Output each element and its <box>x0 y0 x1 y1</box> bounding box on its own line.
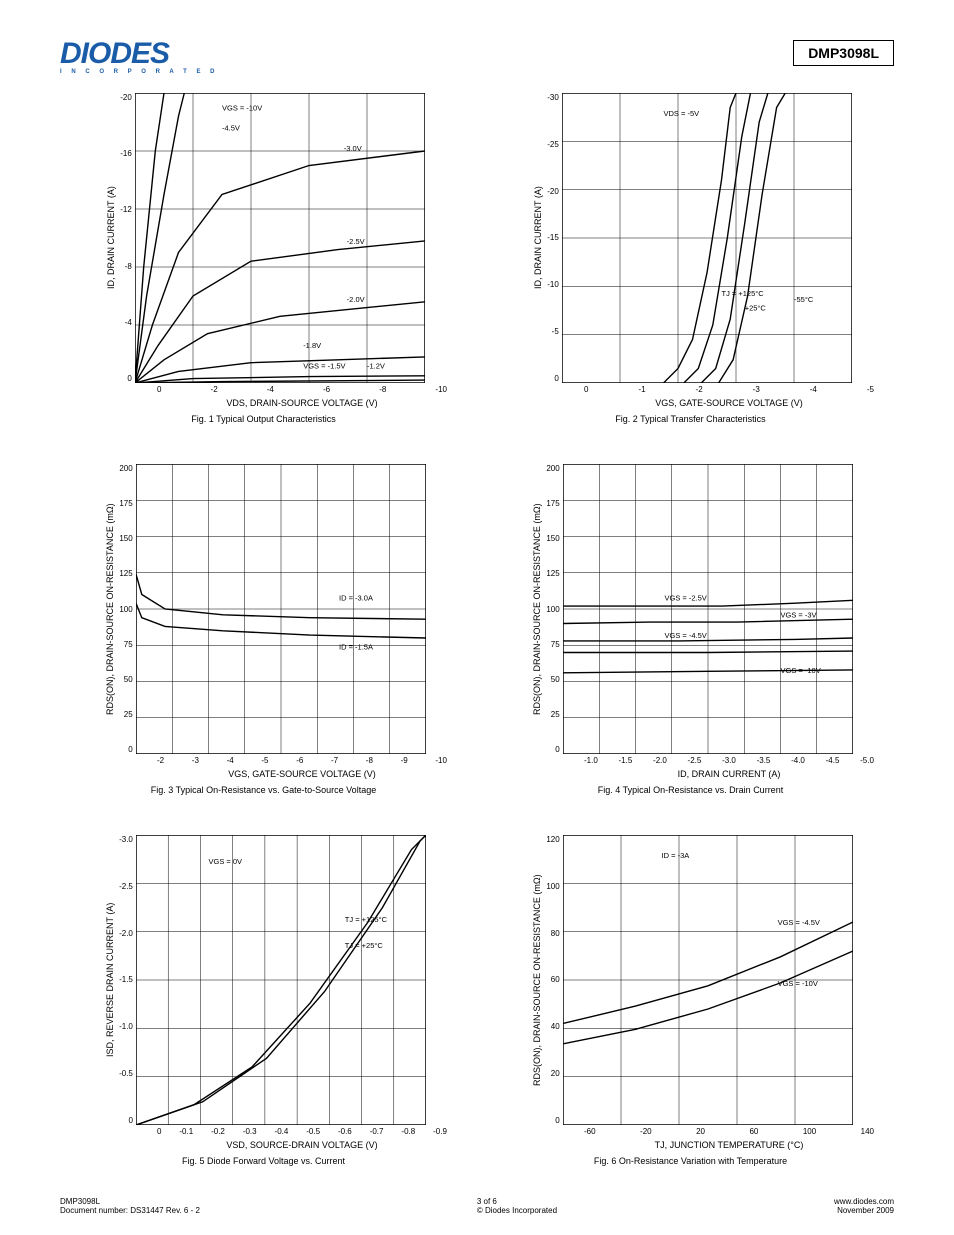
footer-left: DMP3098L Document number: DS31447 Rev. 6… <box>60 1197 200 1215</box>
figure-caption: Fig. 2 Typical Transfer Characteristics <box>615 414 765 424</box>
logo-text: DIODES <box>60 40 218 67</box>
svg-text:VDS = -5V: VDS = -5V <box>663 109 699 118</box>
svg-text:VGS = -3V: VGS = -3V <box>780 611 816 620</box>
x-axis-ticks: -2-3-4-5-6-7-8-9-10 <box>157 756 447 765</box>
y-axis-label: ISD, REVERSE DRAIN CURRENT (A) <box>101 835 119 1125</box>
page-counter: 3 of 6 <box>477 1197 497 1206</box>
svg-text:-2.5V: -2.5V <box>346 237 364 246</box>
svg-text:-1.2V: -1.2V <box>367 362 385 371</box>
y-axis-label: RDS(ON), DRAIN-SOURCE ON-RESISTANCE (mΩ) <box>101 464 119 754</box>
chart-fig1: ID, DRAIN CURRENT (A)-20-16-12-8-40VGS =… <box>80 93 447 424</box>
y-axis-ticks: -3.0-2.5-2.0-1.5-1.0-0.50 <box>119 835 136 1125</box>
company-logo: DIODES I N C O R P O R A T E D <box>60 40 218 75</box>
y-axis-ticks: 2001751501251007550250 <box>119 464 135 754</box>
svg-text:-55°C: -55°C <box>794 295 814 304</box>
svg-text:VGS = -10V: VGS = -10V <box>222 103 262 112</box>
y-axis-ticks: -20-16-12-8-40 <box>120 93 135 383</box>
svg-text:VGS = -10V: VGS = -10V <box>780 666 820 675</box>
svg-text:TJ = +125°C: TJ = +125°C <box>345 915 388 924</box>
footer-date: November 2009 <box>834 1206 894 1215</box>
logo-subtext: I N C O R P O R A T E D <box>60 69 218 75</box>
svg-text:TJ = +25°C: TJ = +25°C <box>345 941 384 950</box>
page-footer: DMP3098L Document number: DS31447 Rev. 6… <box>60 1197 894 1215</box>
svg-text:VGS = -4.5V: VGS = -4.5V <box>777 918 819 927</box>
x-axis-label: VDS, DRAIN-SOURCE VOLTAGE (V) <box>157 398 447 408</box>
figure-caption: Fig. 3 Typical On-Resistance vs. Gate-to… <box>151 785 376 795</box>
svg-text:-2.0V: -2.0V <box>346 295 364 304</box>
y-axis-label: ID, DRAIN CURRENT (A) <box>529 93 547 383</box>
svg-text:TJ = +125°C: TJ = +125°C <box>721 289 764 298</box>
svg-text:ID = -1.5A: ID = -1.5A <box>339 643 373 652</box>
svg-text:+25°C: +25°C <box>744 304 766 313</box>
y-axis-ticks: 120100806040200 <box>546 835 562 1125</box>
x-axis-ticks: 0-2-4-6-8-10 <box>157 385 447 394</box>
x-axis-label: VGS, GATE-SOURCE VOLTAGE (V) <box>157 769 447 779</box>
page-header: DIODES I N C O R P O R A T E D DMP3098L <box>60 40 894 75</box>
svg-text:-4.5V: -4.5V <box>222 124 240 133</box>
chart-fig3: RDS(ON), DRAIN-SOURCE ON-RESISTANCE (mΩ)… <box>80 464 447 795</box>
x-axis-ticks: 0-1-2-3-4-5 <box>584 385 874 394</box>
figure-caption: Fig. 4 Typical On-Resistance vs. Drain C… <box>598 785 783 795</box>
y-axis-label: RDS(ON), DRAIN-SOURCE ON-RESISTANCE (mΩ) <box>528 464 546 754</box>
chart-plot: ID = -3.0A ID = -1.5A <box>136 464 426 754</box>
chart-fig5: ISD, REVERSE DRAIN CURRENT (A)-3.0-2.5-2… <box>80 835 447 1166</box>
x-axis-ticks: 0-0.1-0.2-0.3-0.4-0.5-0.6-0.7-0.8-0.9 <box>157 1127 447 1136</box>
chart-fig4: RDS(ON), DRAIN-SOURCE ON-RESISTANCE (mΩ)… <box>507 464 874 795</box>
svg-text:-1.8V: -1.8V <box>303 341 321 350</box>
svg-text:ID = -3.0A: ID = -3.0A <box>339 593 373 602</box>
y-axis-ticks: 2001751501251007550250 <box>546 464 562 754</box>
svg-text:VGS = -1.5V: VGS = -1.5V <box>303 362 345 371</box>
charts-grid: ID, DRAIN CURRENT (A)-20-16-12-8-40VGS =… <box>60 93 894 1166</box>
chart-plot: VGS = -10V -4.5V -3.0V -2.5V -2.0V -1.8V VGS =… <box>135 93 425 383</box>
x-axis-label: VGS, GATE-SOURCE VOLTAGE (V) <box>584 398 874 408</box>
footer-partno: DMP3098L <box>60 1197 200 1206</box>
figure-caption: Fig. 6 On-Resistance Variation with Temp… <box>594 1156 787 1166</box>
copyright: © Diodes Incorporated <box>477 1206 557 1215</box>
svg-text:-3.0V: -3.0V <box>344 144 362 153</box>
chart-plot: ID = -3A VGS = -4.5V VGS = -10V <box>563 835 853 1125</box>
y-axis-label: RDS(ON), DRAIN-SOURCE ON-RESISTANCE (mΩ) <box>528 835 546 1125</box>
svg-text:VGS = -2.5V: VGS = -2.5V <box>664 593 706 602</box>
chart-fig2: ID, DRAIN CURRENT (A)-30-25-20-15-10-50V… <box>507 93 874 424</box>
chart-plot: VGS = -2.5V VGS = -3V VGS = -4.5V VGS = -10… <box>563 464 853 754</box>
chart-fig6: RDS(ON), DRAIN-SOURCE ON-RESISTANCE (mΩ)… <box>507 835 874 1166</box>
chart-plot: VGS = 0V TJ = +125°C TJ = +25°C <box>136 835 426 1125</box>
svg-text:ID = -3A: ID = -3A <box>661 851 689 860</box>
x-axis-label: VSD, SOURCE-DRAIN VOLTAGE (V) <box>157 1140 447 1150</box>
footer-center: 3 of 6 © Diodes Incorporated <box>477 1197 557 1215</box>
part-number-box: DMP3098L <box>793 40 894 66</box>
footer-docnum: Document number: DS31447 Rev. 6 - 2 <box>60 1206 200 1215</box>
x-axis-ticks: -60-202060100140 <box>584 1127 874 1136</box>
svg-text:VGS = -4.5V: VGS = -4.5V <box>664 631 706 640</box>
x-axis-label: TJ, JUNCTION TEMPERATURE (°C) <box>584 1140 874 1150</box>
y-axis-ticks: -30-25-20-15-10-50 <box>547 93 562 383</box>
figure-caption: Fig. 5 Diode Forward Voltage vs. Current <box>182 1156 345 1166</box>
x-axis-label: ID, DRAIN CURRENT (A) <box>584 769 874 779</box>
svg-text:VGS = -10V: VGS = -10V <box>777 979 817 988</box>
chart-plot: VDS = -5V TJ = +125°C +25°C -55°C <box>562 93 852 383</box>
svg-text:VGS = 0V: VGS = 0V <box>208 857 242 866</box>
footer-url: www.diodes.com <box>834 1197 894 1206</box>
x-axis-ticks: -1.0-1.5-2.0-2.5-3.0-3.5-4.0-4.5-5.0 <box>584 756 874 765</box>
figure-caption: Fig. 1 Typical Output Characteristics <box>191 414 335 424</box>
y-axis-label: ID, DRAIN CURRENT (A) <box>102 93 120 383</box>
footer-right: www.diodes.com November 2009 <box>834 1197 894 1215</box>
